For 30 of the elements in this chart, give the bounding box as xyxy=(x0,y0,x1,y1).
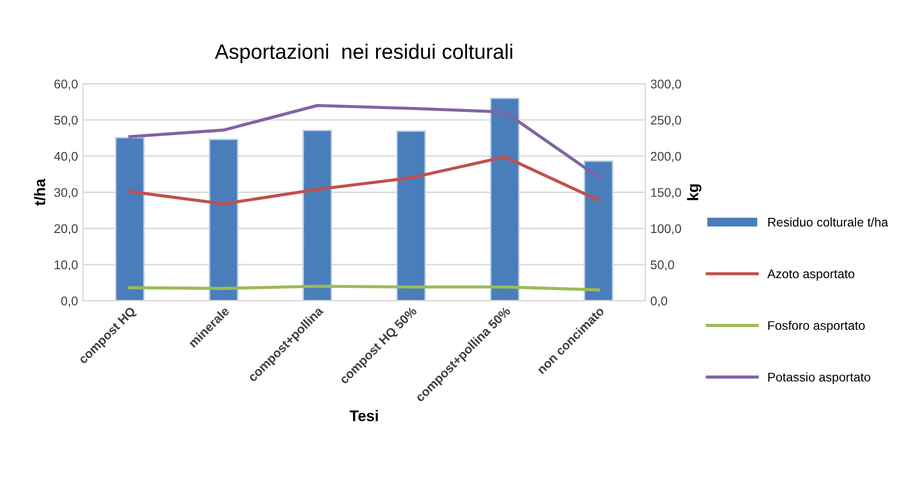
y-tick-label: 50,0 xyxy=(54,116,78,126)
bar xyxy=(396,130,426,301)
bar xyxy=(302,130,332,301)
y2-tick-label: 300,0 xyxy=(650,80,682,90)
legend-label: Residuo colturale t/ha xyxy=(768,217,888,227)
y-tick-label: 0,0 xyxy=(61,296,78,307)
line-series xyxy=(128,155,600,206)
y-tick-label: 30,0 xyxy=(54,188,78,198)
y-tick-label: 20,0 xyxy=(54,224,78,235)
y2-tick-label: 150,0 xyxy=(651,188,682,198)
y2-tick-label: 200,0 xyxy=(650,152,682,162)
legend-label: Potassio asportato xyxy=(768,372,870,384)
bar xyxy=(490,98,520,301)
bar xyxy=(115,136,145,301)
y2-axis-title: kg xyxy=(687,184,702,200)
y2-tick-label: 100,0 xyxy=(651,224,682,235)
x-axis-title: Tesi xyxy=(350,410,378,422)
bar xyxy=(208,138,238,301)
legend-label: Azoto asportato xyxy=(767,270,854,281)
y2-tick-label: 250,0 xyxy=(650,116,682,126)
y-tick-label: 10,0 xyxy=(54,260,78,271)
line-series xyxy=(128,104,600,179)
y2-tick-label: 50,0 xyxy=(650,260,674,271)
y-axis-title: t/ha xyxy=(34,178,46,206)
y2-tick-label: 0,0 xyxy=(650,296,668,307)
bar xyxy=(584,160,614,301)
legend-label: Fosforo asportato xyxy=(768,320,865,332)
y-tick-label: 40,0 xyxy=(54,152,78,162)
y-tick-label: 60,0 xyxy=(54,80,78,90)
chart-title: Asportazioni nei residui colturali xyxy=(214,44,512,64)
